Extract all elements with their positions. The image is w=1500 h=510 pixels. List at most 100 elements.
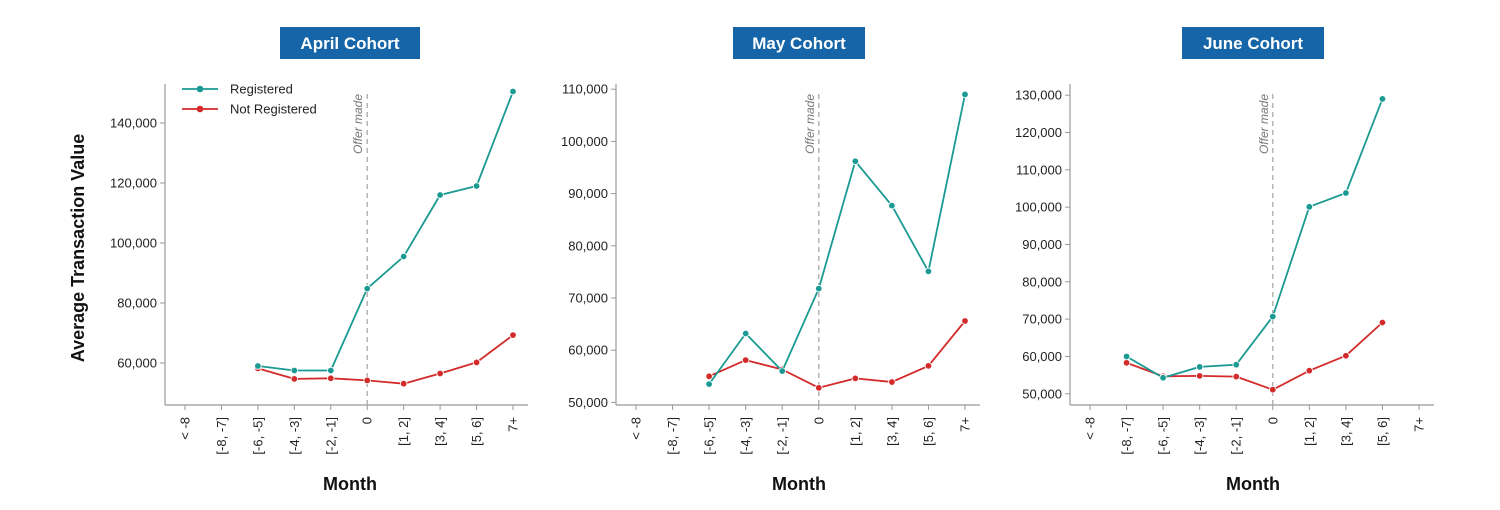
y-tick-label: 70,000 <box>568 291 608 306</box>
data-point-registered <box>1195 363 1204 371</box>
y-tick-label: 80,000 <box>568 238 608 253</box>
y-tick-label: 50,000 <box>1022 386 1062 401</box>
x-tick-label: [-8, -7] <box>214 417 229 455</box>
data-point-not-registered <box>1232 372 1240 381</box>
data-point-registered <box>1342 189 1350 197</box>
data-point-not-registered <box>961 317 969 325</box>
y-tick-label: 110,000 <box>562 82 608 97</box>
data-point-not-registered <box>1269 385 1277 394</box>
x-tick-label: 0 <box>811 417 826 424</box>
data-point-registered <box>327 366 335 375</box>
data-point-registered <box>1378 95 1387 103</box>
x-tick-label: [-6, -5] <box>1156 417 1171 455</box>
y-tick-label: 50,000 <box>568 395 608 410</box>
offer-annotation: Offer made <box>803 94 817 154</box>
y-tick-label: 100,000 <box>561 134 608 149</box>
x-tick-label: 7+ <box>1412 417 1427 432</box>
x-tick-label: [-6, -5] <box>250 417 265 455</box>
data-point-not-registered <box>327 374 335 382</box>
data-point-not-registered <box>509 331 517 339</box>
data-point-registered <box>741 329 750 338</box>
y-tick-label: 140,000 <box>110 116 157 131</box>
x-tick-label: [-4, -3] <box>1192 417 1207 455</box>
data-point-registered <box>961 90 969 99</box>
data-point-registered <box>1122 352 1131 361</box>
y-tick-label: 80,000 <box>117 296 157 311</box>
data-point-registered <box>1305 203 1314 211</box>
y-tick-label: 60,000 <box>568 343 608 358</box>
x-tick-label: [5, 6] <box>469 417 484 446</box>
data-point-not-registered <box>705 372 713 380</box>
series-line-not-registered <box>257 334 514 385</box>
x-tick-label: 0 <box>1265 417 1280 424</box>
legend: Registered Not Registered <box>182 82 317 117</box>
data-point-not-registered <box>290 375 299 383</box>
y-tick-label: 100,000 <box>110 236 157 251</box>
x-tick-label: < -8 <box>629 417 644 440</box>
series-line-registered <box>257 91 514 372</box>
x-tick-label: [3, 4] <box>1338 417 1353 446</box>
data-point-not-registered <box>1342 352 1350 360</box>
y-tick-label: 90,000 <box>1022 237 1062 252</box>
data-point-not-registered <box>363 376 371 385</box>
x-tick-label: [-6, -5] <box>702 417 717 455</box>
x-tick-label: [1, 2] <box>396 417 411 446</box>
x-tick-label: < -8 <box>178 417 193 440</box>
data-point-registered <box>924 267 933 276</box>
y-tick-label: 60,000 <box>117 356 157 371</box>
data-point-not-registered <box>851 374 860 383</box>
data-point-not-registered <box>1195 372 1204 380</box>
legend-marker-not-registered <box>196 105 204 113</box>
legend-label-registered: Registered <box>230 82 293 97</box>
data-point-not-registered <box>1305 366 1314 375</box>
data-point-registered <box>1232 360 1240 369</box>
x-tick-label: [-2, -1] <box>323 417 338 455</box>
y-tick-label: 120,000 <box>1015 125 1062 140</box>
x-axis-title: Month <box>1226 474 1280 494</box>
x-tick-label: [-8, -7] <box>1119 417 1134 455</box>
data-point-not-registered <box>815 384 823 392</box>
legend-label-not-registered: Not Registered <box>230 102 317 117</box>
data-point-not-registered <box>399 380 408 388</box>
legend-marker-registered <box>196 85 204 93</box>
chart-title: May Cohort <box>752 34 846 53</box>
x-tick-label: [-4, -3] <box>287 417 302 455</box>
x-tick-label: [5, 6] <box>921 417 936 446</box>
data-point-not-registered <box>1122 359 1131 367</box>
y-axis-title: Average Transaction Value <box>68 134 88 362</box>
x-tick-label: [3, 4] <box>433 417 448 446</box>
data-point-registered <box>509 87 517 96</box>
data-point-registered <box>1159 374 1167 382</box>
series-line-registered <box>708 94 966 385</box>
y-tick-label: 70,000 <box>1022 312 1062 327</box>
y-tick-label: 110,000 <box>1016 162 1062 177</box>
data-point-not-registered <box>1378 318 1387 327</box>
x-tick-label: < -8 <box>1083 417 1098 440</box>
series-line-not-registered <box>708 320 966 389</box>
x-axis-title: Month <box>772 474 826 494</box>
x-tick-label: [-2, -1] <box>775 417 790 455</box>
data-point-registered <box>472 182 481 190</box>
data-point-registered <box>436 191 444 199</box>
x-axis-title: Month <box>323 474 377 494</box>
data-point-registered <box>254 362 262 370</box>
y-tick-label: 80,000 <box>1022 274 1062 289</box>
chart-title: June Cohort <box>1203 34 1303 53</box>
data-point-not-registered <box>888 378 896 386</box>
data-point-registered <box>778 367 786 375</box>
offer-annotation: Offer made <box>1257 94 1271 154</box>
x-tick-label: [5, 6] <box>1375 417 1390 446</box>
x-tick-label: [1, 2] <box>848 417 863 446</box>
series-line-registered <box>1126 98 1384 379</box>
y-tick-label: 100,000 <box>1015 200 1062 215</box>
y-tick-label: 120,000 <box>110 176 157 191</box>
data-point-registered <box>705 380 713 388</box>
data-point-registered <box>888 201 896 210</box>
chart-title-box <box>1182 27 1324 59</box>
x-tick-label: [-2, -1] <box>1229 417 1244 455</box>
x-tick-label: [-4, -3] <box>738 417 753 455</box>
data-point-not-registered <box>472 358 481 367</box>
y-tick-label: 60,000 <box>1022 349 1062 364</box>
